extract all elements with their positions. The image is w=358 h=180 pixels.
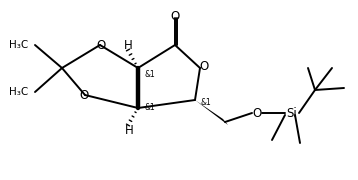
Text: &1: &1 — [145, 102, 156, 111]
Text: H: H — [124, 39, 132, 51]
Text: Si: Si — [287, 107, 297, 120]
Text: &1: &1 — [201, 98, 212, 107]
Text: &1: &1 — [145, 69, 156, 78]
Text: O: O — [79, 89, 89, 102]
Text: O: O — [252, 107, 262, 120]
Text: H₃C: H₃C — [9, 40, 28, 50]
Text: O: O — [199, 60, 209, 73]
Text: O: O — [170, 10, 180, 22]
Polygon shape — [195, 100, 228, 125]
Text: H: H — [125, 125, 134, 138]
Text: H₃C: H₃C — [9, 87, 28, 97]
Text: O: O — [96, 39, 106, 51]
